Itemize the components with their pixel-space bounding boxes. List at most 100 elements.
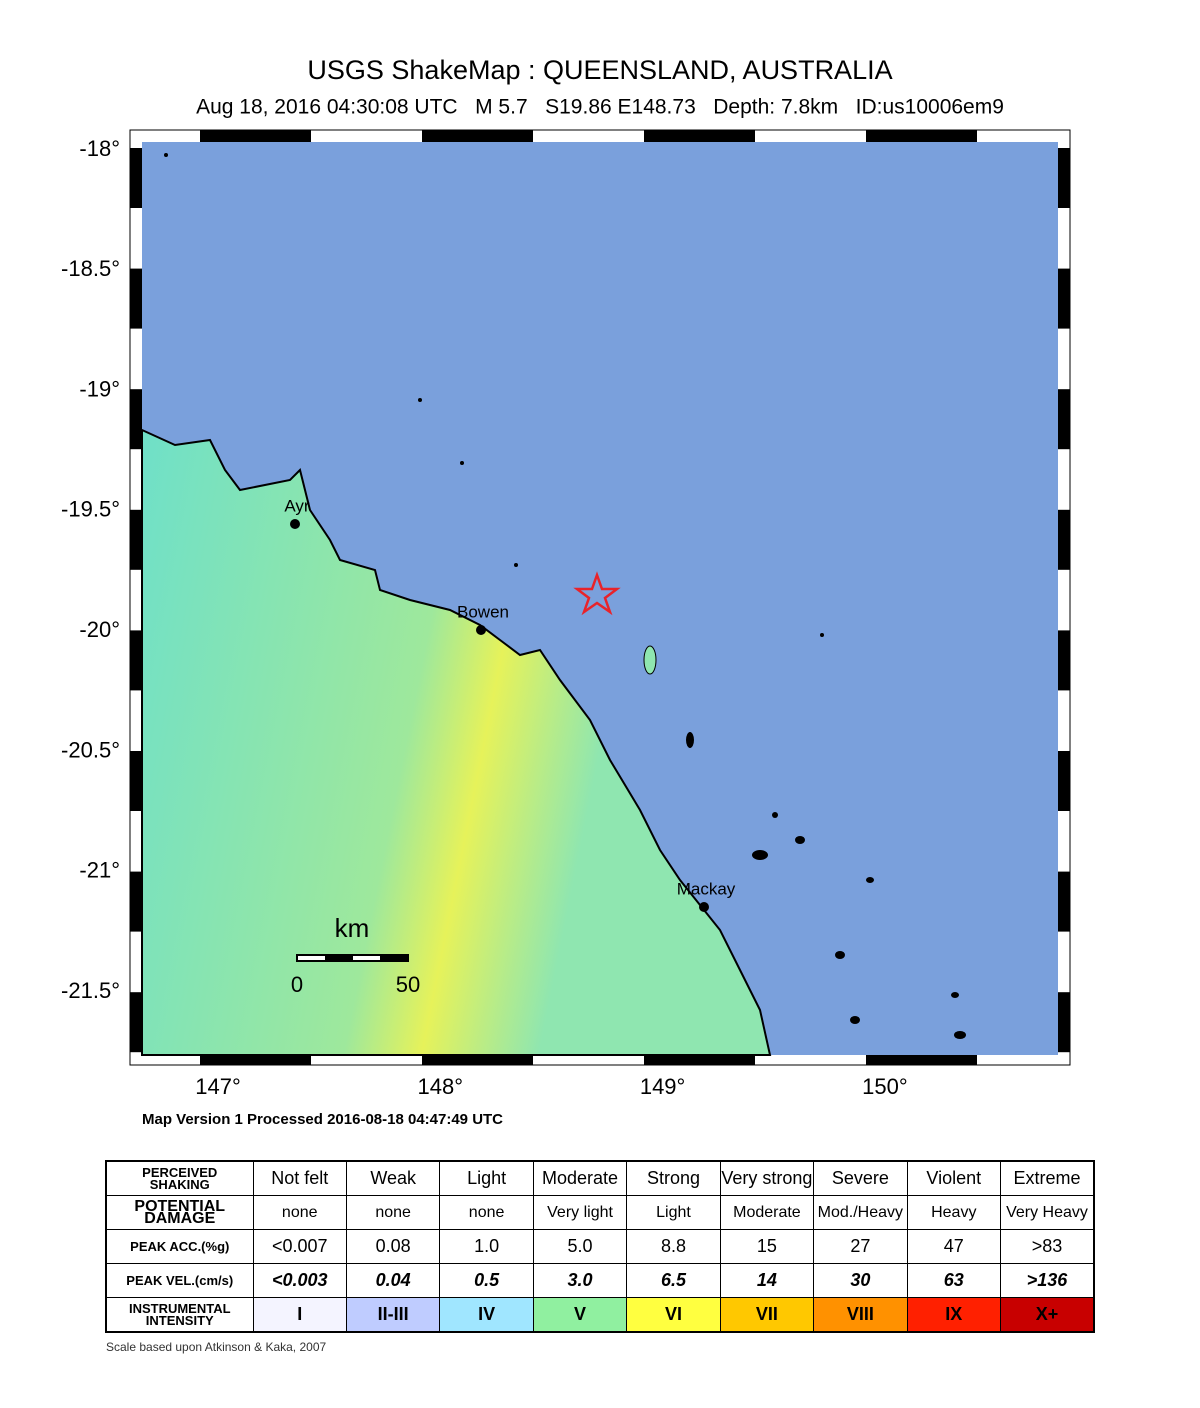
legend-cell: 6.5 [626, 1263, 721, 1298]
legend-cell: none [252, 1195, 347, 1230]
frame-stripe [1058, 509, 1070, 570]
frame-stripe [1058, 871, 1070, 932]
lat-label: -21° [79, 858, 120, 883]
frame-stripe [130, 871, 142, 932]
frame-stripe [1058, 751, 1070, 811]
land [141, 428, 772, 1056]
frame-stripe [200, 1055, 311, 1065]
frame-stripe [130, 751, 142, 811]
frame-stripe [130, 992, 142, 1053]
legend-cell: X+ [1000, 1297, 1095, 1333]
legend-cell: 30 [813, 1263, 908, 1298]
frame-stripe [866, 1055, 977, 1065]
legend-cell: Light [626, 1195, 721, 1230]
legend-row: PERCEIVED SHAKING Not felt Weak Light Modera… [105, 1160, 1095, 1196]
frame-stripe [1058, 148, 1070, 208]
legend-cell: V [532, 1297, 628, 1333]
legend-cell: IX [906, 1297, 1002, 1333]
frame-stripe [130, 509, 142, 570]
legend-cell: 5.0 [532, 1229, 628, 1264]
frame-stripe [130, 148, 142, 208]
legend-cell: Extreme [1000, 1160, 1095, 1196]
frame-stripe [1058, 268, 1070, 329]
legend-cell: none [439, 1195, 534, 1230]
legend-cell: 1.0 [439, 1229, 534, 1264]
legend-row: PEAK ACC.(%g) <0.007 0.08 1.0 5.0 8.8 15 27 47 >8… [105, 1229, 1095, 1264]
frame-stripe [130, 268, 142, 329]
lat-label: -19.5° [61, 497, 120, 522]
lat-label: -20° [79, 617, 120, 642]
frame-stripe [1058, 389, 1070, 450]
row-label: INSTRUMENTAL INTENSITY [105, 1297, 254, 1333]
legend-cell: 3.0 [532, 1263, 628, 1298]
frame-stripe [130, 389, 142, 450]
frame-stripe [1058, 630, 1070, 691]
city-label: Mackay [677, 879, 736, 898]
city-marker [290, 519, 300, 529]
lon-label: 147° [195, 1074, 241, 1099]
frame-ticks [130, 130, 1070, 1065]
city-label: Bowen [457, 602, 509, 621]
legend-cell: >136 [1000, 1263, 1095, 1298]
frame-stripe [644, 130, 755, 142]
legend-cell: Very Heavy [1000, 1195, 1095, 1230]
legend-cell: Moderate [532, 1160, 628, 1196]
lat-label: -20.5° [61, 737, 120, 762]
legend-cell: 0.5 [439, 1263, 534, 1298]
scale-end: 50 [396, 972, 420, 997]
legend-cell: >83 [1000, 1229, 1095, 1264]
intensity-legend: PERCEIVED SHAKING Not felt Weak Light Modera… [105, 1160, 1095, 1333]
legend-cell: Severe [813, 1160, 908, 1196]
frame-stripe [1058, 992, 1070, 1053]
row-label: PEAK ACC.(%g) [105, 1229, 254, 1264]
legend-cell: 8.8 [626, 1229, 721, 1264]
legend-cell: I [252, 1297, 347, 1333]
legend-cell: VII [719, 1297, 815, 1333]
lat-label: -18.5° [61, 256, 120, 281]
legend-cell: Heavy [906, 1195, 1002, 1230]
city-marker [476, 625, 486, 635]
lat-label: -19° [79, 376, 120, 401]
lat-label: -18° [79, 136, 120, 161]
legend-cell: VI [626, 1297, 721, 1333]
legend-row: PEAK VEL.(cm/s) <0.003 0.04 0.5 3.0 6.5 14 30 63… [105, 1263, 1095, 1298]
lon-label: 148° [418, 1074, 464, 1099]
legend-cell: 47 [906, 1229, 1002, 1264]
legend-cell: Violent [906, 1160, 1002, 1196]
islands [164, 153, 966, 1039]
lon-label: 149° [640, 1074, 686, 1099]
frame-stripe [422, 130, 533, 142]
lon-label: 150° [862, 1074, 908, 1099]
legend-cell: <0.007 [252, 1229, 347, 1264]
legend-cell: Light [439, 1160, 534, 1196]
city-marker [699, 902, 709, 912]
row-label: PEAK VEL.(cm/s) [105, 1263, 254, 1298]
subtitle: Aug 18, 2016 04:30:08 UTC M 5.7 S19.86 E… [196, 96, 1004, 119]
scale-unit: km [335, 913, 370, 943]
version-note: Map Version 1 Processed 2016-08-18 04:47… [142, 1111, 503, 1128]
city-label: Ayr [284, 496, 310, 515]
legend-cell: VIII [813, 1297, 908, 1333]
row-label: PERCEIVED SHAKING [105, 1160, 254, 1196]
legend-cell: 27 [813, 1229, 908, 1264]
title: USGS ShakeMap : QUEENSLAND, AUSTRALIA [307, 55, 892, 85]
legend-cell: Very light [532, 1195, 628, 1230]
footnote: Scale based upon Atkinson & Kaka, 2007 [106, 1340, 327, 1354]
frame-stripe [200, 130, 311, 142]
legend-cell: Strong [626, 1160, 721, 1196]
legend-cell: 0.04 [345, 1263, 441, 1298]
scale-start: 0 [291, 972, 303, 997]
scale-bar-segment [380, 955, 408, 961]
legend-cell: Very strong [719, 1160, 815, 1196]
frame-stripe [644, 1055, 755, 1065]
scale-bar-segment [325, 955, 353, 961]
legend-cell: 63 [906, 1263, 1002, 1298]
legend-cell: <0.003 [252, 1263, 347, 1298]
legend-row: POTENTIAL DAMAGE none none none Very light Li… [105, 1195, 1095, 1230]
legend-row: INSTRUMENTAL INTENSITY I II-III IV V VI VII VII… [105, 1297, 1095, 1333]
legend-cell: none [345, 1195, 441, 1230]
lat-label: -21.5° [61, 978, 120, 1003]
legend-cell: IV [439, 1297, 534, 1333]
row-label: POTENTIAL DAMAGE [105, 1195, 254, 1230]
